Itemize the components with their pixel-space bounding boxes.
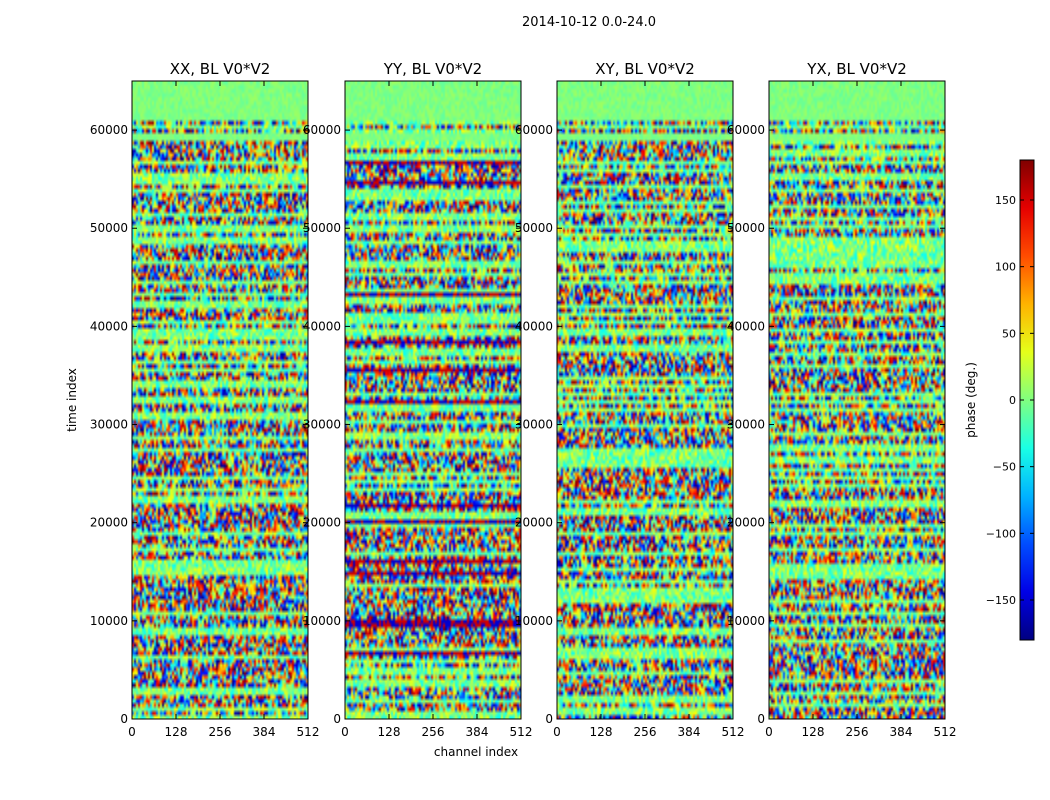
colorbar-tick-label: 100 bbox=[995, 261, 1016, 274]
y-tick-label: 60000 bbox=[515, 123, 553, 137]
x-tick-label: 384 bbox=[253, 725, 276, 739]
colorbar-tick-label: 150 bbox=[995, 194, 1016, 207]
y-tick-label: 10000 bbox=[515, 614, 553, 628]
x-tick-label: 0 bbox=[765, 725, 773, 739]
colorbar-tick-label: −100 bbox=[986, 527, 1016, 540]
y-tick-label: 40000 bbox=[515, 319, 553, 333]
x-tick-label: 256 bbox=[209, 725, 232, 739]
x-tick-label: 512 bbox=[722, 725, 745, 739]
panel-1: YY, BL V0*V2 0 128 256 384 512 0 10000 20000 3000… bbox=[303, 60, 533, 739]
y-tick-label: 40000 bbox=[303, 319, 341, 333]
y-tick-label: 0 bbox=[757, 712, 765, 726]
y-tick-label: 10000 bbox=[303, 614, 341, 628]
y-tick-label: 10000 bbox=[727, 614, 765, 628]
y-tick-label: 0 bbox=[333, 712, 341, 726]
x-tick-label: 128 bbox=[378, 725, 401, 739]
y-tick-label: 30000 bbox=[515, 418, 553, 432]
colorbar-tick-label: 0 bbox=[1009, 394, 1016, 407]
colorbar-label: phase (deg.) bbox=[964, 362, 978, 438]
colorbar-tick-label: 50 bbox=[1002, 327, 1016, 340]
y-tick-label: 20000 bbox=[515, 516, 553, 530]
colorbar: 150 100 50 0 −50 −100 −150 bbox=[986, 159, 1035, 641]
panels-group: XX, BL V0*V2 0 128 256 384 512 0 10000 20000 3000… bbox=[90, 60, 957, 739]
figure-suptitle: 2014-10-12 0.0-24.0 bbox=[522, 15, 656, 30]
colorbar-tick-label: −50 bbox=[993, 461, 1016, 474]
panel-heatmap bbox=[557, 81, 733, 719]
y-tick-label: 40000 bbox=[727, 319, 765, 333]
x-tick-label: 384 bbox=[890, 725, 913, 739]
panel-heatmap bbox=[769, 81, 945, 719]
x-tick-label: 256 bbox=[422, 725, 445, 739]
panel-title: YY, BL V0*V2 bbox=[383, 60, 482, 78]
panel-0: XX, BL V0*V2 0 128 256 384 512 0 10000 20000 3000… bbox=[90, 60, 320, 739]
y-tick-label: 40000 bbox=[90, 319, 128, 333]
x-tick-label: 0 bbox=[128, 725, 136, 739]
x-tick-label: 384 bbox=[466, 725, 489, 739]
x-tick-label: 256 bbox=[846, 725, 869, 739]
y-tick-label: 10000 bbox=[90, 614, 128, 628]
y-tick-label: 30000 bbox=[90, 418, 128, 432]
colorbar-tick-label: −150 bbox=[986, 594, 1016, 607]
x-tick-label: 0 bbox=[553, 725, 561, 739]
panel-3: YX, BL V0*V2 0 128 256 384 512 0 10000 20000 3000… bbox=[727, 60, 957, 739]
y-tick-label: 0 bbox=[120, 712, 128, 726]
y-tick-label: 60000 bbox=[303, 123, 341, 137]
x-tick-label: 128 bbox=[590, 725, 613, 739]
panel-title: XY, BL V0*V2 bbox=[595, 60, 695, 78]
y-tick-label: 60000 bbox=[90, 123, 128, 137]
y-tick-label: 20000 bbox=[727, 516, 765, 530]
y-tick-label: 60000 bbox=[727, 123, 765, 137]
panel-heatmap bbox=[345, 81, 521, 719]
x-tick-label: 384 bbox=[678, 725, 701, 739]
x-tick-label: 0 bbox=[341, 725, 349, 739]
x-tick-label: 256 bbox=[634, 725, 657, 739]
panel-2: XY, BL V0*V2 0 128 256 384 512 0 10000 20000 3000… bbox=[515, 60, 745, 739]
x-tick-label: 512 bbox=[510, 725, 533, 739]
panel-title: XX, BL V0*V2 bbox=[170, 60, 271, 78]
x-axis-label: channel index bbox=[434, 745, 518, 759]
y-tick-label: 30000 bbox=[303, 418, 341, 432]
panel-title: YX, BL V0*V2 bbox=[806, 60, 907, 78]
y-tick-label: 0 bbox=[545, 712, 553, 726]
y-tick-label: 50000 bbox=[303, 221, 341, 235]
y-tick-label: 20000 bbox=[90, 516, 128, 530]
x-tick-label: 128 bbox=[165, 725, 188, 739]
y-axis-label: time index bbox=[65, 368, 79, 432]
x-tick-label: 128 bbox=[802, 725, 825, 739]
x-tick-label: 512 bbox=[934, 725, 957, 739]
y-tick-label: 50000 bbox=[515, 221, 553, 235]
x-tick-label: 512 bbox=[297, 725, 320, 739]
y-tick-label: 30000 bbox=[727, 418, 765, 432]
panel-heatmap bbox=[132, 81, 308, 719]
y-tick-label: 20000 bbox=[303, 516, 341, 530]
y-tick-label: 50000 bbox=[727, 221, 765, 235]
y-tick-label: 50000 bbox=[90, 221, 128, 235]
